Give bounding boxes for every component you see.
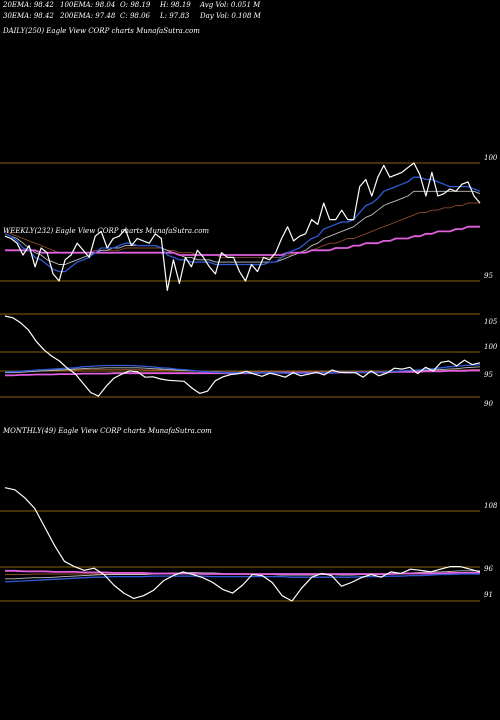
monthly-ema-long-line (5, 569, 480, 575)
stat-avg-vol: Avg Vol: 0.051 M (199, 1, 261, 9)
daily-price-line (4, 162, 481, 291)
daily-panel: DAILY(250) Eagle View CORP charts Munafa… (0, 27, 498, 291)
monthly-panel: MONTHLY(49) Eagle View CORP charts Munaf… (0, 427, 498, 602)
weekly-tick-100: 100 (484, 343, 498, 351)
stat-ema30: 30EMA: 98.42 (3, 12, 54, 20)
stat-ema20: 20EMA: 98.42 (2, 1, 54, 9)
monthly-ema-fast-line (4, 573, 480, 583)
stat-ema100: 100EMA: 98.04 (60, 1, 115, 9)
stat-ema200: 200EMA: 97.48 (59, 12, 116, 20)
stat-high: H: 98.19 (159, 1, 191, 9)
daily-tick-100: 100 (484, 154, 498, 162)
daily-series-group (4, 162, 481, 291)
stat-close: C: 98.06 (120, 12, 151, 20)
monthly-tick-91: 91 (484, 591, 493, 599)
weekly-price-line (4, 315, 481, 397)
daily-ema-fast-line (4, 176, 481, 273)
weekly-title: WEEKLY(232) Eagle View CORP charts Munaf… (3, 227, 209, 235)
stat-day-vol: Day Vol: 0.108 M (199, 12, 262, 20)
weekly-tick-90: 90 (484, 400, 493, 408)
daily-ema-long-line (5, 225, 480, 256)
stat-open: O: 98.19 (120, 1, 151, 9)
weekly-tick-105: 105 (484, 318, 498, 326)
monthly-tick-108: 108 (484, 502, 498, 510)
daily-title: DAILY(250) Eagle View CORP charts Munafa… (2, 27, 200, 35)
monthly-series-group (4, 487, 481, 602)
weekly-panel: WEEKLY(232) Eagle View CORP charts Munaf… (0, 227, 498, 408)
monthly-title: MONTHLY(49) Eagle View CORP charts Munaf… (2, 427, 212, 435)
daily-tick-95: 95 (484, 272, 493, 280)
header-stats: 20EMA: 98.42 100EMA: 98.04 O: 98.19 H: 9… (2, 1, 262, 20)
monthly-tick-96: 96 (484, 565, 493, 573)
monthly-price-line (4, 487, 481, 602)
weekly-series-group (4, 315, 481, 397)
weekly-tick-95: 95 (484, 371, 493, 379)
stat-low: L: 97.83 (159, 12, 190, 20)
daily-ema-slow-line (4, 190, 481, 265)
